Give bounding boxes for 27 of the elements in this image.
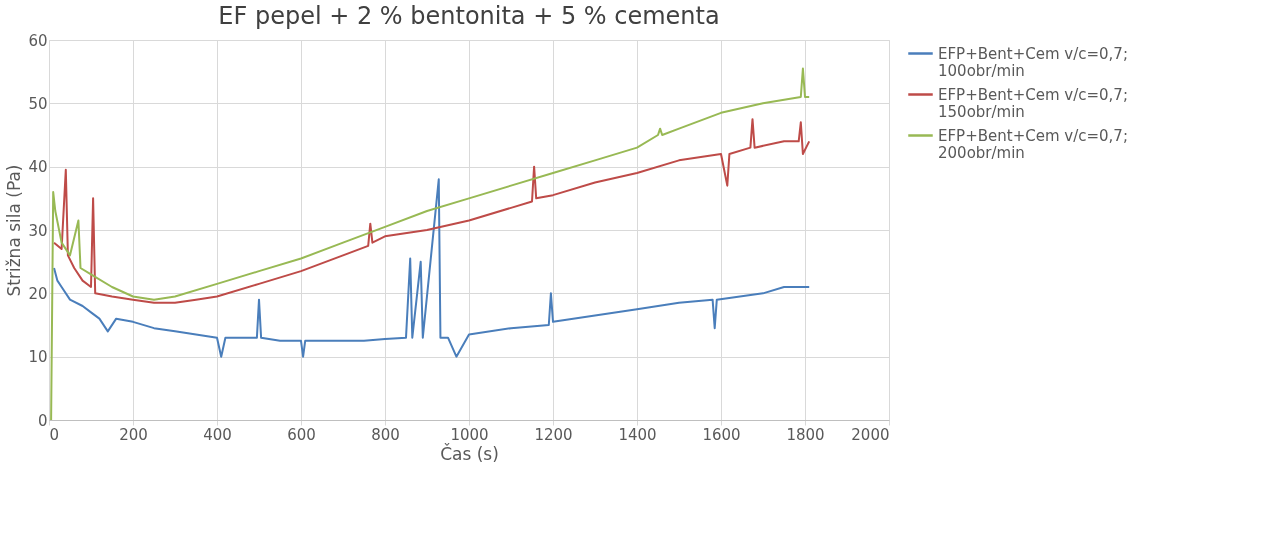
x-tick-label: 0 xyxy=(49,425,60,444)
y-tick-label: 0 xyxy=(37,411,48,430)
y-tick-label: 60 xyxy=(28,31,48,50)
y-tick-label: 50 xyxy=(28,94,48,113)
legend-label: EFP+Bent+Cem v/c=0,7; 200obr/min xyxy=(938,126,1128,162)
x-tick-label: 800 xyxy=(371,425,400,444)
y-tick-label: 30 xyxy=(28,221,48,240)
y-tick-label: 40 xyxy=(28,158,48,177)
x-tick-label: 200 xyxy=(119,425,148,444)
x-tick-label: 400 xyxy=(203,425,232,444)
x-tick-label: 1400 xyxy=(618,425,657,444)
x-tick-label: 600 xyxy=(287,425,316,444)
x-tick-label: 1600 xyxy=(702,425,741,444)
line-series xyxy=(53,118,811,304)
y-tick-label: 10 xyxy=(28,348,48,367)
x-tick-label: 1200 xyxy=(534,425,573,444)
y-axis-title: Strižna sila (Pa) xyxy=(4,164,25,297)
x-tick-label: 1800 xyxy=(786,425,825,444)
line-series xyxy=(53,178,811,358)
legend-label: EFP+Bent+Cem v/c=0,7; 100obr/min xyxy=(938,44,1128,80)
x-axis-title: Čas (s) xyxy=(440,442,499,464)
x-tick-label: 1000 xyxy=(450,425,489,444)
y-tick-label: 20 xyxy=(28,284,48,303)
line-series xyxy=(50,67,811,421)
x-tick-label: 2000 xyxy=(851,425,890,444)
legend-label: EFP+Bent+Cem v/c=0,7; 150obr/min xyxy=(938,85,1128,121)
chart-title: EF pepel + 2 % bentonita + 5 % cementa xyxy=(218,2,720,30)
